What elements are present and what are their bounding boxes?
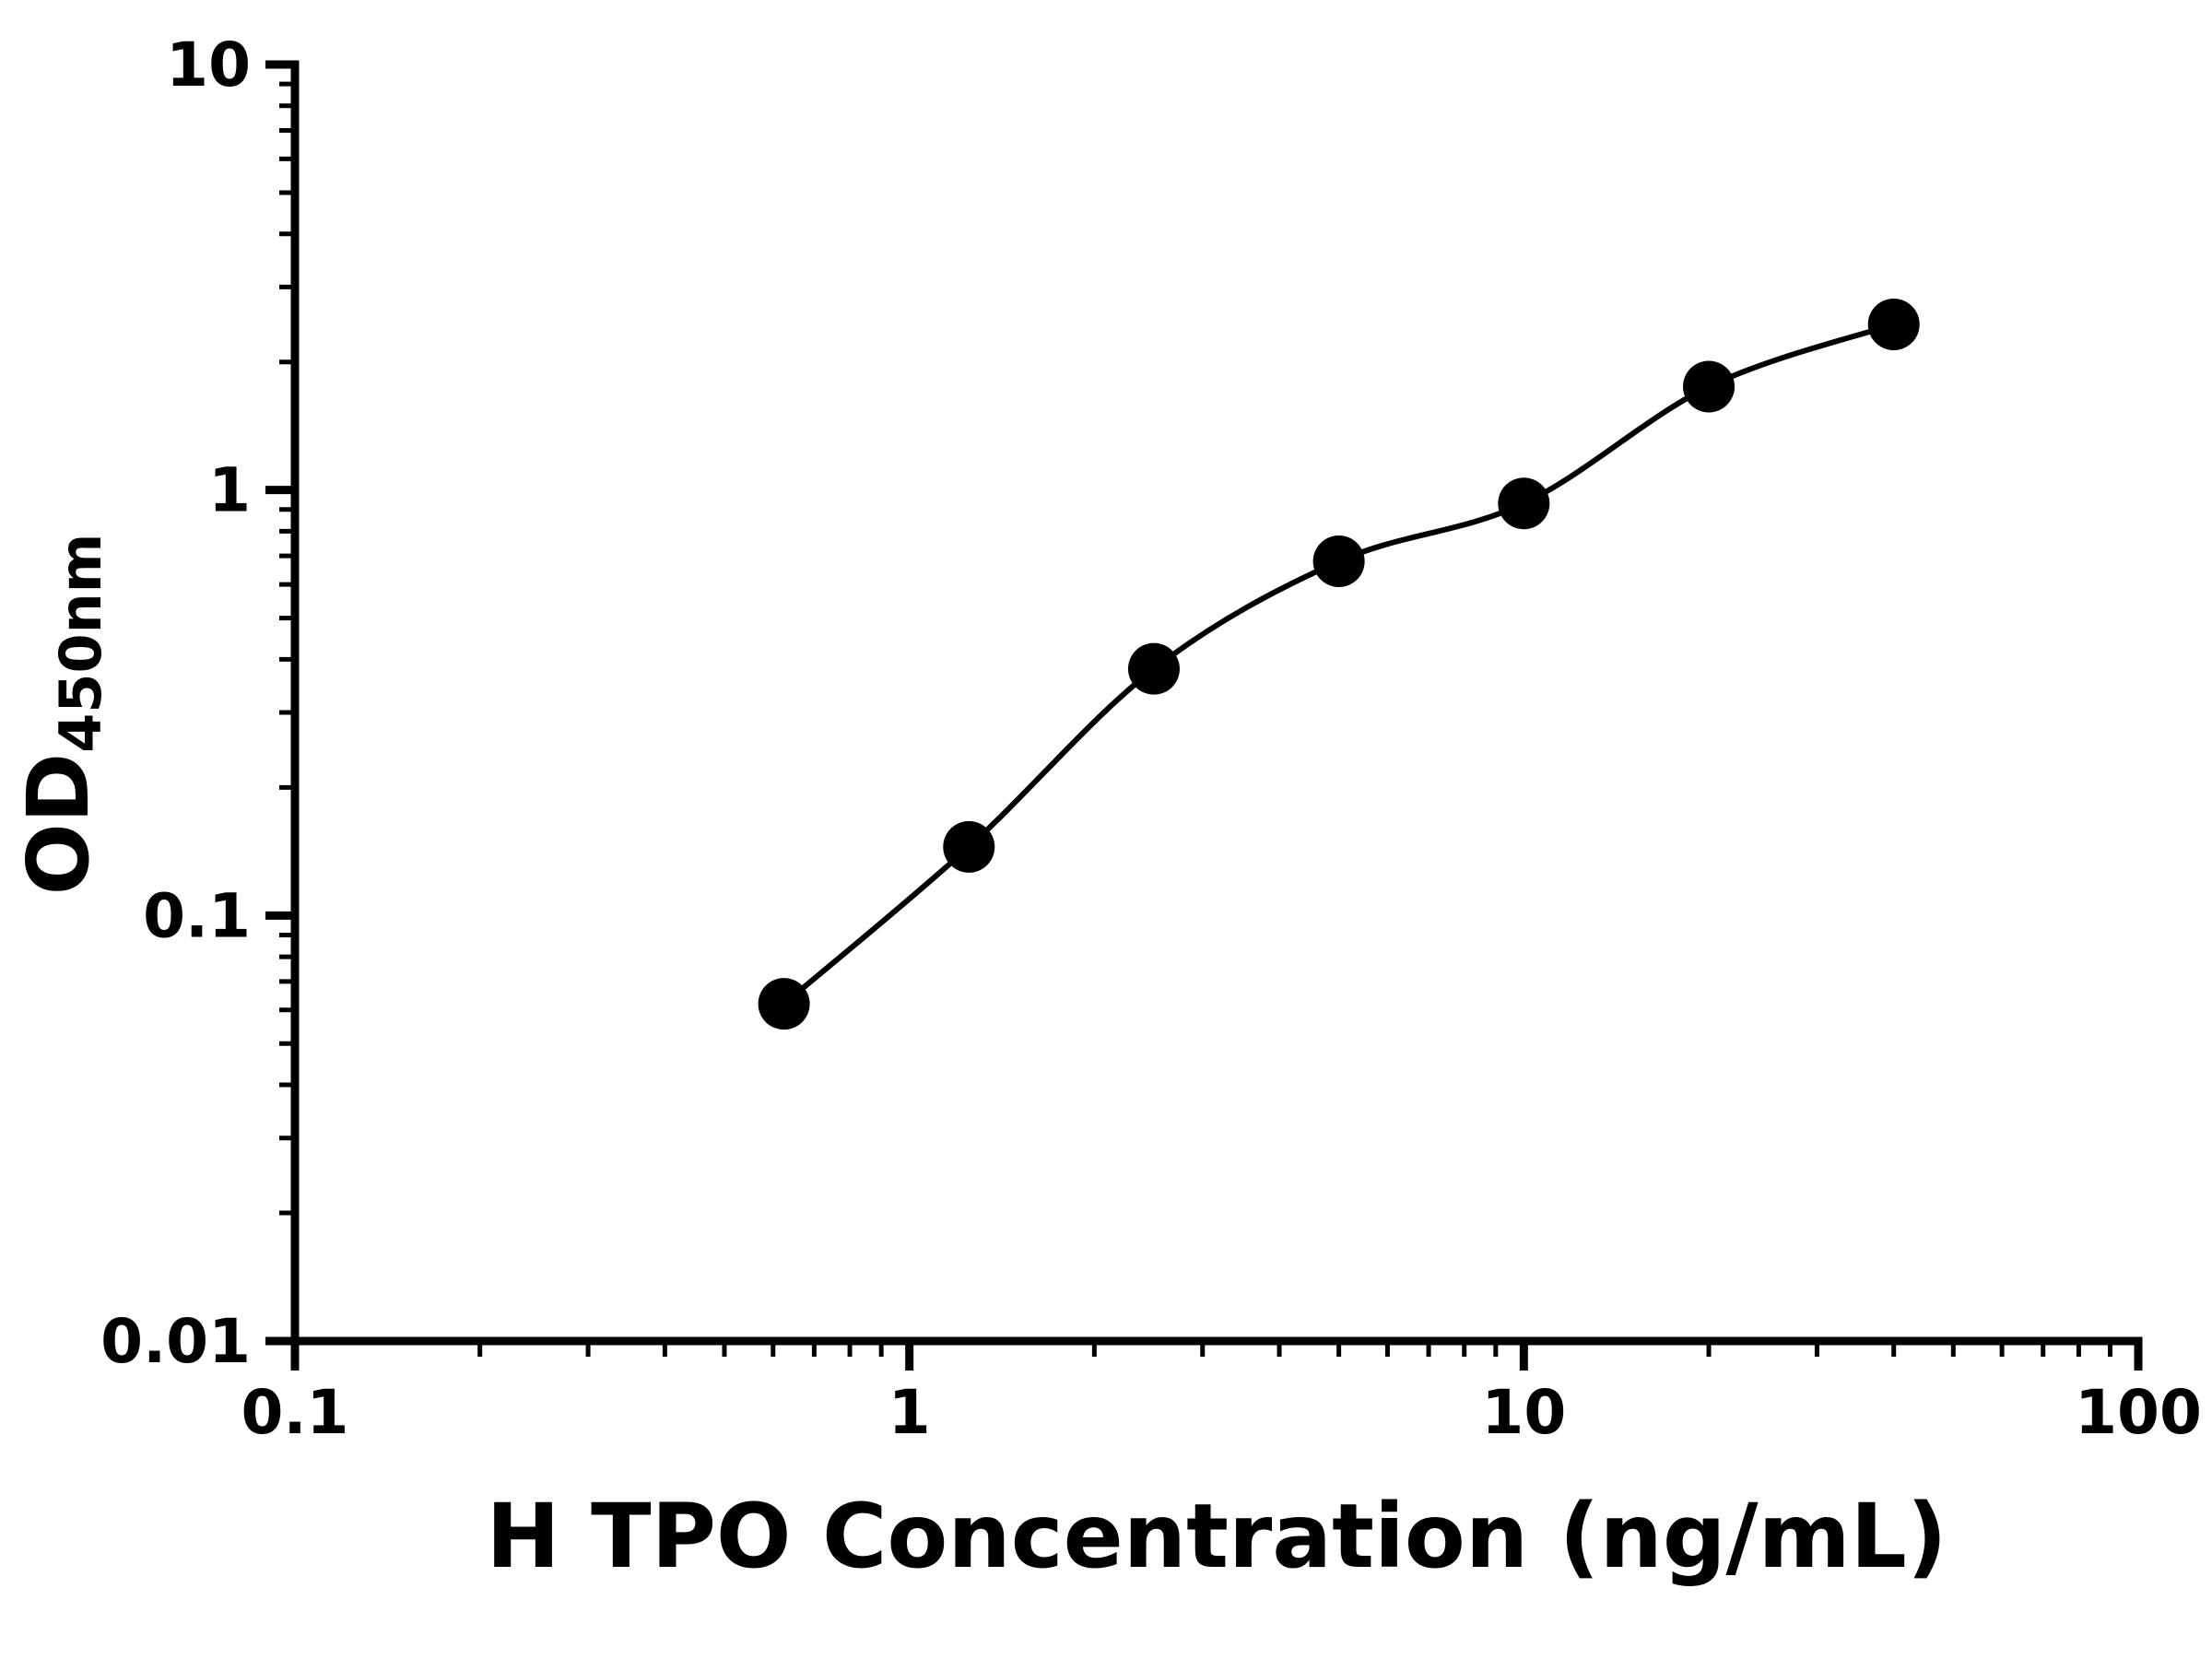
data-point xyxy=(1683,360,1735,413)
data-point xyxy=(1867,299,1920,351)
data-point xyxy=(1127,642,1180,695)
y-axis-title-main: OD xyxy=(9,753,108,896)
y-axis-title: OD450nm xyxy=(9,534,114,896)
x-axis-tick-label: 1 xyxy=(888,1377,931,1448)
y-axis-tick-label: 1 xyxy=(208,455,251,526)
data-point xyxy=(758,978,810,1030)
x-axis-title: H TPO Concentration (ng/mL) xyxy=(486,1485,1947,1588)
y-axis-tick-label: 10 xyxy=(166,29,251,100)
data-point xyxy=(1498,477,1550,530)
y-axis-tick-label: 0.01 xyxy=(100,1306,251,1377)
x-axis-tick-label: 0.1 xyxy=(241,1377,349,1448)
y-axis-title-subscript: 450nm xyxy=(47,534,114,753)
y-axis-tick-label: 0.1 xyxy=(143,880,251,951)
fit-curve xyxy=(781,322,1897,1007)
x-axis-tick-label: 100 xyxy=(2075,1377,2202,1448)
data-point xyxy=(943,820,995,873)
data-point xyxy=(1312,535,1365,587)
x-axis-tick-label: 10 xyxy=(1481,1377,1566,1448)
